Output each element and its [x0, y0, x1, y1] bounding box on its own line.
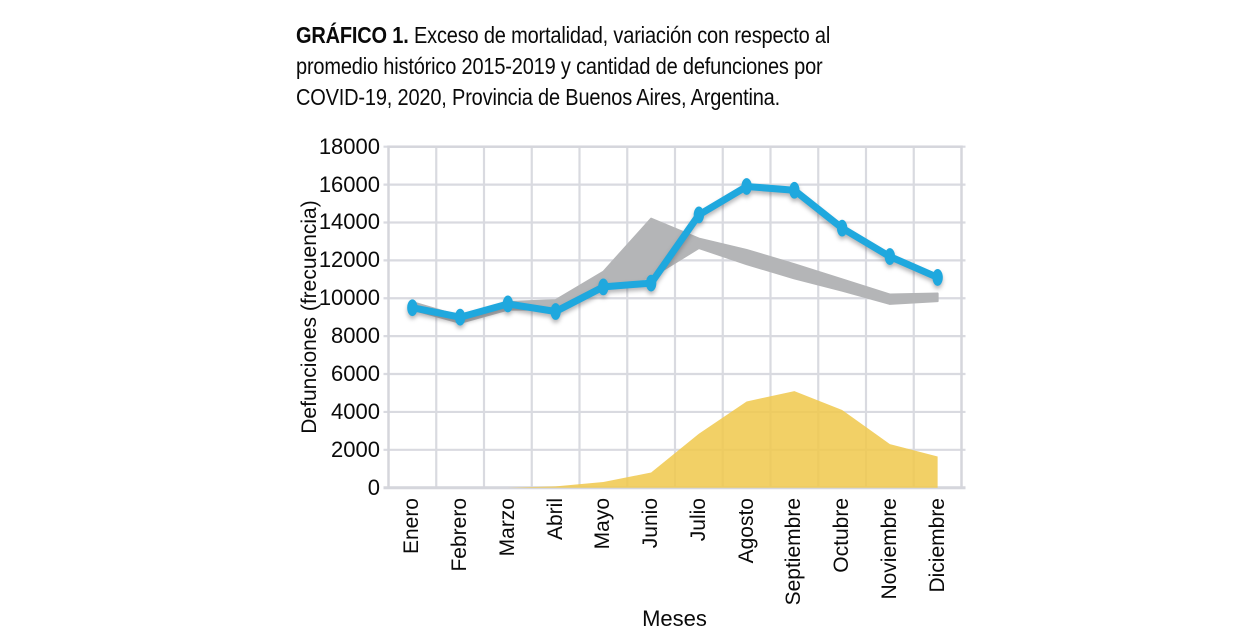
data-point-marker	[645, 274, 657, 292]
data-point-marker	[550, 303, 561, 320]
line-2020	[407, 178, 943, 326]
x-tick-label: Noviembre	[877, 498, 901, 600]
data-point-marker	[454, 308, 466, 326]
chart-title-text-1: Exceso de mortalidad, variación con resp…	[408, 22, 831, 48]
data-point-marker	[598, 278, 609, 296]
chart-title-line: GRÁFICO 1. Exceso de mortalidad, variaci…	[296, 20, 891, 51]
y-tick-label: 4000	[331, 398, 380, 424]
covid-area	[412, 391, 938, 488]
x-tick-label: Febrero	[448, 498, 472, 572]
data-point-marker	[932, 269, 943, 286]
x-tick-label: Enero	[400, 498, 424, 555]
x-tick-label: Abril	[543, 498, 567, 541]
y-tick-label: 6000	[331, 361, 380, 387]
chart-title-text-2: promedio histórico 2015-2019 y cantidad …	[296, 53, 823, 79]
y-tick-label: 16000	[318, 171, 380, 197]
data-point-marker	[693, 206, 705, 224]
y-tick-label: 2000	[331, 436, 380, 462]
chart-title: GRÁFICO 1. Exceso de mortalidad, variaci…	[296, 20, 891, 113]
data-point-marker	[407, 299, 418, 317]
x-tick-label: Junio	[639, 498, 663, 549]
x-tick-label: Julio	[686, 498, 710, 542]
chart-title-text-3: COVID-19, 2020, Provincia de Buenos Aire…	[296, 84, 780, 110]
y-tick-label: 10000	[318, 285, 380, 311]
data-point-marker	[789, 181, 800, 199]
x-tick-label: Diciembre	[925, 498, 949, 593]
y-tick-label: 0	[367, 474, 380, 500]
data-point-marker	[741, 178, 752, 195]
line-2020-path	[408, 182, 942, 321]
chart-title-line: COVID-19, 2020, Provincia de Buenos Aire…	[296, 82, 891, 113]
x-tick-label: Marzo	[495, 498, 519, 557]
x-tick-label: Septiembre	[782, 498, 806, 606]
y-tick-label: 14000	[318, 209, 380, 235]
chart-title-label: GRÁFICO 1.	[296, 22, 409, 48]
x-axis-title: Meses	[642, 606, 707, 631]
x-tick-label: Agosto	[734, 498, 758, 564]
data-point-marker	[884, 248, 896, 265]
data-point-marker	[836, 219, 848, 237]
x-tick-label: Octubre	[830, 498, 854, 573]
y-tick-label: 12000	[318, 247, 380, 273]
y-tick-label: 8000	[331, 323, 380, 349]
y-tick-label: 18000	[318, 133, 380, 159]
data-point-marker	[502, 295, 514, 313]
chart-title-line: promedio histórico 2015-2019 y cantidad …	[296, 51, 891, 82]
x-tick-label: Mayo	[591, 498, 615, 550]
